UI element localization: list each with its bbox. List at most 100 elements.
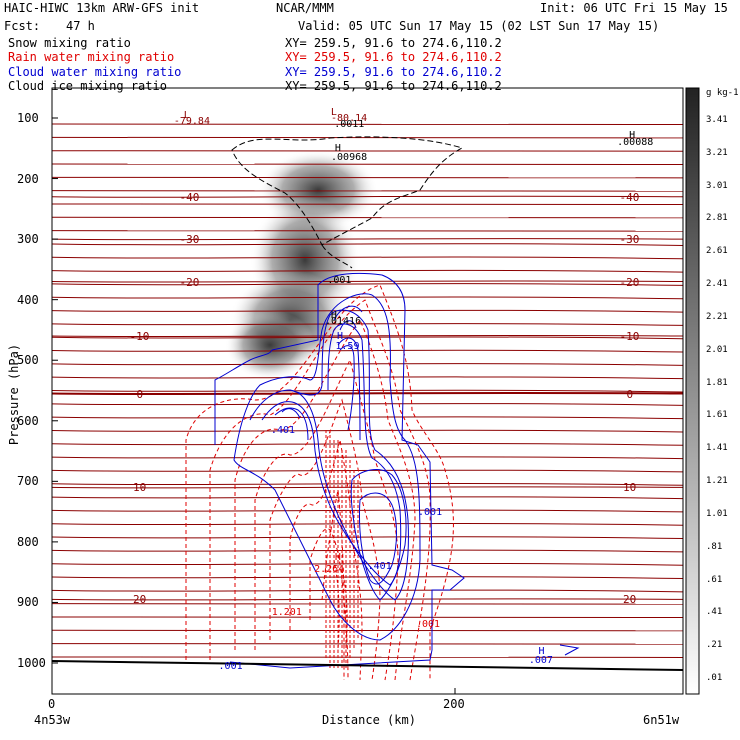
isotherm-labeled [52, 391, 683, 396]
isotherm-labeled [52, 334, 683, 338]
field-rain-name: Rain water mixing ratio [8, 50, 175, 64]
isotherm-label-left: 0 [136, 387, 144, 401]
extremum-label: .401 [270, 424, 296, 436]
isotherm-line [52, 296, 683, 300]
footer-right-coord: 6n51w [643, 713, 680, 727]
isotherm-label-left: -20 [179, 275, 200, 289]
isotherm-line [52, 363, 683, 366]
colorbar-tick-label: .61 [706, 574, 723, 585]
extremum-label: -80.14 [331, 113, 368, 124]
extremum-label: .001 [218, 661, 243, 673]
y-tick-label: 900 [17, 595, 39, 610]
colorbar-tick-label: 2.41 [706, 279, 728, 290]
isotherm-line [52, 389, 683, 393]
isotherm-labeled [52, 280, 683, 283]
isotherm-line [52, 562, 683, 566]
isotherm-line [52, 416, 683, 420]
isotherm-line [52, 323, 683, 326]
extremum-label: L [183, 109, 190, 121]
org-label: NCAR/MMM [276, 1, 334, 15]
isotherm-line [52, 269, 683, 273]
isotherm-line [52, 443, 683, 446]
cloud-ice-contour [231, 136, 464, 269]
colorbar-tick-label: 3.41 [706, 115, 728, 125]
field-cloud-ice-name: Cloud ice mixing ratio [8, 79, 167, 93]
field-cloud-water-xy: XY= 259.5, 91.6 to 274.6,110.2 [285, 65, 502, 79]
colorbar-tick-label: 3.21 [706, 147, 728, 158]
isotherm-label-left: 10 [133, 481, 147, 495]
isotherm-line [52, 309, 683, 313]
isotherm-line [52, 522, 683, 526]
isotherm-line [52, 216, 683, 219]
extremum-label: H [330, 309, 337, 321]
extremum-label: .007 [528, 654, 553, 666]
colorbar-tick-label: 1.01 [706, 508, 728, 519]
isotherm-line [52, 176, 683, 179]
field-cloud-water-name: Cloud water mixing ratio [8, 65, 182, 79]
isotherm-line [52, 123, 683, 126]
isotherm-line [52, 643, 683, 645]
isotherm-line [52, 589, 683, 593]
isotherm-line [52, 656, 683, 658]
field-snow-xy: XY= 259.5, 91.6 to 274.6,110.2 [285, 36, 502, 50]
isotherm-line [52, 283, 683, 286]
colorbar-tick-label: .01 [706, 673, 723, 683]
cloud-water-contours [214, 272, 580, 669]
isotherm-label-right: -40 [619, 190, 640, 204]
y-tick-label: 500 [17, 353, 39, 368]
y-axis-ticks [52, 117, 58, 664]
colorbar-tick-label: 1.81 [706, 377, 728, 388]
isotherm-line [52, 376, 683, 380]
y-tick-label: 400 [17, 292, 39, 307]
extremum-label: .001 [327, 275, 352, 287]
y-tick-label: 200 [17, 171, 39, 186]
plot-frame [51, 87, 684, 695]
isotherm-label-left: -10 [129, 330, 150, 343]
colorbar-tick-label: .81 [706, 541, 723, 552]
fcst-label: Fcst: [4, 19, 41, 33]
isotherm-line [52, 603, 683, 605]
isotherm-line [52, 576, 683, 580]
x-axis-ticks [51, 688, 456, 694]
isotherm-label-right: -30 [619, 233, 640, 247]
isotherm-line [52, 429, 683, 433]
colorbar-tick-label: .41 [706, 607, 723, 618]
isotherm-line [52, 536, 683, 540]
colorbar-tick-label: 3.01 [706, 180, 728, 191]
isotherm-label-left: 20 [133, 593, 147, 607]
y-tick-label: 300 [17, 232, 39, 247]
temperature-contours [52, 123, 683, 658]
isotherm-labeled [52, 195, 683, 198]
field-snow-name: Snow mixing ratio [8, 36, 131, 50]
extremum-label: .401 [367, 561, 392, 573]
x-tick-label: 200 [443, 697, 465, 711]
extremum-label: .01416 [324, 316, 362, 328]
colorbar-tick-label: 1.21 [706, 476, 728, 487]
isotherm-line [52, 243, 683, 246]
colorbar-tick-label: 2.01 [706, 344, 728, 355]
isotherm-labeled [52, 598, 683, 601]
isotherm-label-right: 20 [623, 593, 637, 607]
footer-left-coord: 4n53w [34, 713, 71, 727]
isotherm-line [52, 190, 683, 192]
extremum-label: L [330, 106, 337, 118]
extremum-label: .00968 [331, 152, 368, 164]
isotherm-label-left: -30 [179, 233, 200, 247]
isotherm-label-left: -40 [179, 190, 200, 204]
extremum-label: H [334, 552, 341, 564]
isotherm-line [52, 336, 683, 340]
isotherm-line [52, 496, 683, 500]
y-tick-label: 1000 [17, 656, 46, 670]
valid-time: Valid: 05 UTC Sun 17 May 15 (02 LST Sun … [298, 19, 660, 33]
extremum-label: 2.264 [314, 564, 345, 576]
isotherm-labeled [52, 238, 683, 241]
extremum-label: H [334, 143, 341, 155]
isotherm-line [52, 629, 683, 632]
x-axis-label: Distance (km) [322, 713, 416, 727]
extremum-label: .001 [418, 506, 443, 518]
isotherm-line [52, 509, 683, 513]
isotherm-labeled [52, 486, 683, 489]
extremum-label: -79.84 [173, 116, 210, 128]
init-time: Init: 06 UTC Fri 15 May 15 [540, 1, 728, 15]
isotherm-line [52, 549, 683, 553]
